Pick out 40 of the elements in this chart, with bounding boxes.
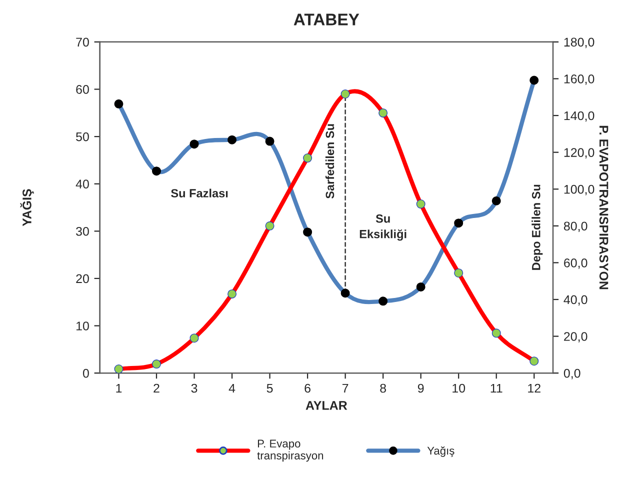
x-tick-label: 3 [191, 384, 198, 393]
y2-tick-label: 140,0 [564, 111, 594, 122]
y2-tick-label: 120,0 [564, 148, 594, 158]
y-tick-label: 60 [76, 85, 89, 94]
y2-tick-label: 0,0 [564, 368, 580, 380]
y2-tick-label: 40,0 [564, 295, 588, 306]
y2-tick-label: 80,0 [564, 222, 588, 232]
x-tick-label: 5 [266, 384, 273, 393]
x-axis-title: AYLAR [306, 401, 348, 410]
x-tick-label: 7 [342, 384, 348, 393]
chart-title: ATABEY [294, 14, 360, 26]
y2-tick-label: 180,0 [564, 38, 594, 48]
annotation: Sarfedilen Su [325, 124, 334, 199]
x-tick-label: 9 [418, 384, 424, 393]
y-tick-label: 10 [76, 322, 89, 330]
x-tick-label: 6 [304, 384, 310, 393]
y-tick-label: 50 [76, 132, 89, 142]
annotation: Su Eksikliği [360, 214, 406, 241]
y-tick-label: 70 [76, 38, 89, 47]
y2-tick-label: 60,0 [564, 258, 588, 269]
y2-axis-title: P. EVAPOTRANSPIRASYON [599, 126, 608, 290]
x-tick-label: 1 [116, 384, 122, 393]
y-tick-label: 40 [76, 180, 89, 188]
x-tick-label: 10 [452, 384, 466, 393]
y2-tick-label: 100,0 [564, 184, 594, 196]
y-tick-label: 0 [82, 368, 89, 378]
x-tick-label: 2 [154, 384, 160, 393]
x-tick-label: 4 [228, 384, 236, 393]
legend-label: Yağış [427, 446, 454, 457]
y-tick-label: 20 [76, 274, 89, 284]
annotation: Depo Edilen Su [532, 184, 543, 270]
legend-label: P. Evapo transpirasyon [257, 440, 324, 462]
x-tick-label: 11 [490, 384, 502, 393]
annotation: Su Fazlası [171, 188, 228, 198]
y2-tick-label: 160,0 [564, 74, 594, 85]
y-tick-label: 30 [76, 226, 89, 236]
x-tick-label: 8 [380, 384, 386, 393]
y2-tick-label: 20,0 [564, 332, 588, 342]
y-axis-title: YAĞIŞ [20, 189, 34, 226]
x-tick-label: 12 [528, 384, 540, 393]
